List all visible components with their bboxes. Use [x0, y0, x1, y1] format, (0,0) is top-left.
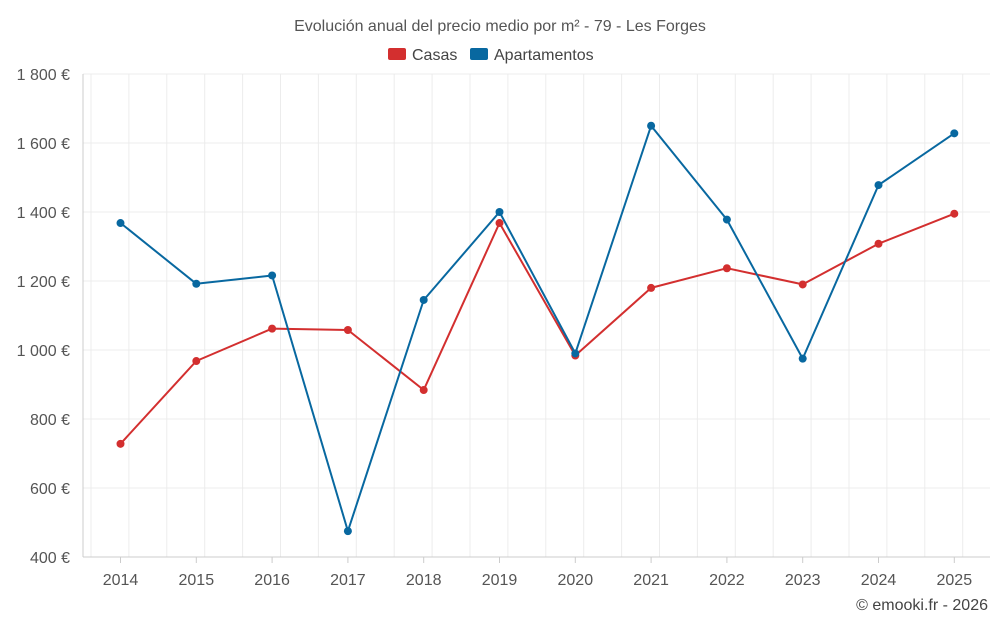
- y-tick-label: 1 400 €: [17, 205, 70, 222]
- data-point-casas[interactable]: [268, 324, 277, 333]
- y-tick-label: 1 600 €: [17, 136, 70, 153]
- series-line-apartamentos: [119, 124, 955, 533]
- series-line-casas: [119, 212, 955, 445]
- data-point-casas[interactable]: [419, 386, 428, 395]
- series-apartamentos: [116, 121, 959, 536]
- data-point-casas[interactable]: [343, 325, 352, 334]
- data-point-apartamentos[interactable]: [950, 129, 959, 138]
- legend[interactable]: Casas Apartamentos: [388, 47, 594, 64]
- legend-swatch: [470, 48, 488, 60]
- legend-label: Casas: [412, 47, 457, 64]
- x-tick-label: 2022: [709, 572, 745, 589]
- axes: 400 € 600 € 800 € 1 000 € 1 200 € 1 400 € 1 60…: [17, 67, 990, 589]
- data-point-apartamentos[interactable]: [116, 219, 125, 228]
- data-point-apartamentos[interactable]: [647, 121, 656, 130]
- data-point-casas[interactable]: [722, 264, 731, 273]
- y-tick-label: 1 000 €: [17, 343, 70, 360]
- series-layer: [116, 121, 959, 536]
- data-point-casas[interactable]: [647, 283, 656, 292]
- data-point-apartamentos[interactable]: [874, 181, 883, 190]
- data-point-casas[interactable]: [950, 209, 959, 218]
- y-tick-label: 1 200 €: [17, 274, 70, 291]
- x-tick-label: 2021: [633, 572, 669, 589]
- data-point-apartamentos[interactable]: [495, 208, 504, 216]
- chart-title: Evolución anual del precio medio por m² …: [294, 18, 706, 35]
- x-tick-label: 2014: [103, 572, 139, 589]
- data-point-casas[interactable]: [495, 219, 504, 228]
- y-tick-label: 600 €: [30, 481, 70, 498]
- x-tick-label: 2025: [937, 572, 973, 589]
- y-tick-label: 800 €: [30, 412, 70, 429]
- legend-item-casas[interactable]: Casas: [388, 47, 457, 64]
- y-tick-label: 400 €: [30, 550, 70, 567]
- data-point-apartamentos[interactable]: [343, 527, 352, 536]
- data-point-apartamentos[interactable]: [722, 215, 731, 224]
- data-point-apartamentos[interactable]: [419, 295, 428, 304]
- data-point-casas[interactable]: [874, 239, 883, 248]
- data-point-apartamentos[interactable]: [268, 271, 277, 280]
- data-point-casas[interactable]: [116, 439, 125, 448]
- x-tick-label: 2019: [482, 572, 518, 589]
- data-point-apartamentos[interactable]: [192, 279, 201, 288]
- grid: [83, 73, 990, 557]
- x-tick-label: 2017: [330, 572, 366, 589]
- x-tick-label: 2023: [785, 572, 821, 589]
- x-tick-label: 2018: [406, 572, 442, 589]
- x-tick-label: 2016: [254, 572, 290, 589]
- data-point-apartamentos[interactable]: [798, 354, 807, 363]
- data-point-casas[interactable]: [192, 357, 201, 366]
- y-tick-label: 1 800 €: [17, 67, 70, 84]
- x-tick-label: 2024: [861, 572, 897, 589]
- data-point-casas[interactable]: [798, 280, 807, 289]
- legend-swatch: [388, 48, 406, 60]
- x-tick-label: 2015: [179, 572, 215, 589]
- x-tick-label: 2020: [558, 572, 594, 589]
- data-point-apartamentos[interactable]: [571, 349, 580, 358]
- credit-text: © emooki.fr - 2026: [856, 597, 988, 614]
- legend-item-apartamentos[interactable]: Apartamentos: [470, 47, 594, 64]
- legend-label: Apartamentos: [494, 47, 594, 64]
